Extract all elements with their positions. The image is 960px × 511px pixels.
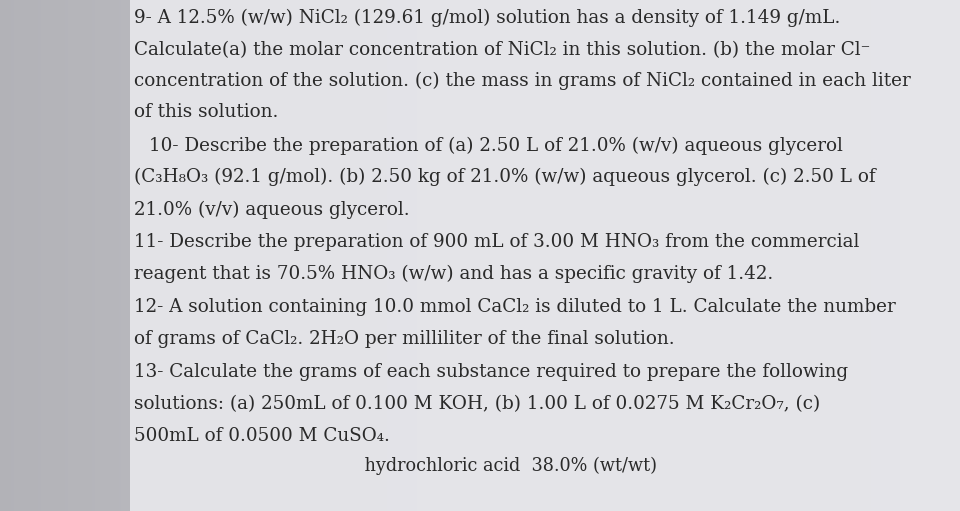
Text: reagent that is 70.5% HNO₃ (w/w) and has a specific gravity of 1.42.: reagent that is 70.5% HNO₃ (w/w) and has… [134, 265, 774, 283]
Text: solutions: (a) 250mL of 0.100 M KOH, (b) 1.00 L of 0.0275 M K₂Cr₂O₇, (c): solutions: (a) 250mL of 0.100 M KOH, (b)… [134, 396, 821, 413]
FancyBboxPatch shape [130, 0, 960, 511]
Text: 21.0% (v/v) aqueous glycerol.: 21.0% (v/v) aqueous glycerol. [134, 200, 410, 219]
Text: 10- Describe the preparation of (a) 2.50 L of 21.0% (w/v) aqueous glycerol: 10- Describe the preparation of (a) 2.50… [149, 137, 843, 155]
Text: of this solution.: of this solution. [134, 103, 278, 122]
Text: 12- A solution containing 10.0 mmol CaCl₂ is diluted to 1 L. Calculate the numbe: 12- A solution containing 10.0 mmol CaCl… [134, 298, 896, 316]
Text: 500mL of 0.0500 M CuSO₄.: 500mL of 0.0500 M CuSO₄. [134, 427, 391, 445]
Text: 11- Describe the preparation of 900 mL of 3.00 M HNO₃ from the commercial: 11- Describe the preparation of 900 mL o… [134, 234, 860, 251]
Text: hydrochloric acid  38.0% (wt/wt): hydrochloric acid 38.0% (wt/wt) [134, 457, 658, 475]
Text: 9- A 12.5% (w/w) NiCl₂ (129.61 g/mol) solution has a density of 1.149 g/mL.: 9- A 12.5% (w/w) NiCl₂ (129.61 g/mol) so… [134, 9, 841, 27]
Text: concentration of the solution. (c) the mass in grams of NiCl₂ contained in each : concentration of the solution. (c) the m… [134, 72, 911, 90]
Text: (C₃H₈O₃ (92.1 g/mol). (b) 2.50 kg of 21.0% (w/w) aqueous glycerol. (c) 2.50 L of: (C₃H₈O₃ (92.1 g/mol). (b) 2.50 kg of 21.… [134, 168, 876, 187]
Text: 13- Calculate the grams of each substance required to prepare the following: 13- Calculate the grams of each substanc… [134, 363, 849, 381]
Text: of grams of CaCl₂. 2H₂O per milliliter of the final solution.: of grams of CaCl₂. 2H₂O per milliliter o… [134, 331, 675, 349]
Text: Calculate(a) the molar concentration of NiCl₂ in this solution. (b) the molar Cl: Calculate(a) the molar concentration of … [134, 41, 871, 59]
